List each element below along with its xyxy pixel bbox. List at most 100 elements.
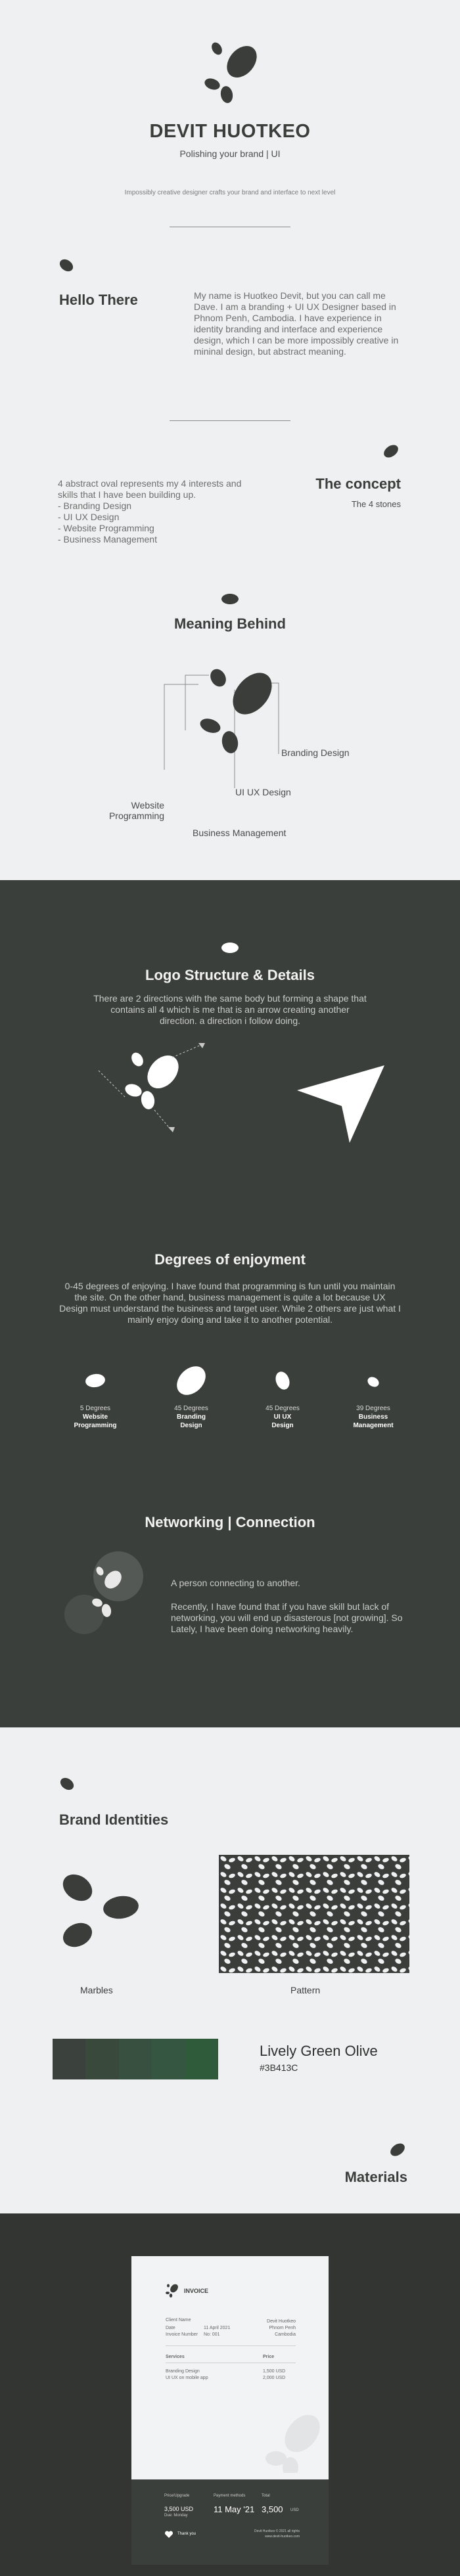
enjoyment-list: 5 Degrees Website Programming 45 Degrees… — [0, 1365, 460, 1437]
service-price: 1,500 USD — [263, 2369, 286, 2374]
label-business: Business Management — [193, 828, 287, 838]
color-name: Lively Green Olive — [260, 2043, 378, 2059]
meaning-diagram — [164, 669, 279, 788]
label-uiux: UI UX Design — [235, 787, 291, 797]
invoice-heading: INVOICE — [184, 2288, 209, 2294]
concept-list: - Branding Design - UI UX Design - Websi… — [58, 500, 255, 545]
stone-business — [367, 1377, 379, 1387]
invoice-footer: Price/Upgrade Payment methods Total 3,50… — [131, 2479, 329, 2565]
enjoyment-body: 0-45 degrees of enjoying. I have found t… — [59, 1281, 401, 1325]
degree-name: Design — [180, 1422, 202, 1429]
brand-title: Brand Identities — [59, 1811, 169, 1828]
networking-p1: A person connecting to another. — [171, 1578, 300, 1588]
color-hex: #3B413C — [260, 2062, 298, 2073]
heart-icon — [164, 2531, 173, 2538]
degree-name: UI UX — [273, 1413, 292, 1421]
services-label: Services — [166, 2355, 185, 2359]
color-swatch — [85, 2039, 119, 2079]
degree-value: 45 Degrees — [174, 1405, 208, 1412]
service-price: 2,000 USD — [263, 2376, 286, 2380]
hero-tagline: Impossibly creative designer crafts your… — [124, 189, 336, 196]
thank-you: Thank you — [177, 2532, 196, 2536]
company-line: Devit Huotkeo — [267, 2319, 296, 2324]
materials-section: INVOICE Client Name Date 11 April 2021 I… — [0, 2213, 460, 2576]
degree-name: Programming — [74, 1422, 117, 1429]
company-line: Cambodia — [275, 2332, 296, 2337]
pattern-label: Pattern — [290, 1985, 321, 1995]
stone-uiux — [275, 1371, 290, 1390]
service-item: UI UX on mobile app — [166, 2376, 208, 2380]
hero-name: DEVIT HUOTKEO — [149, 121, 311, 142]
footer-value: 3,500 USD — [164, 2506, 194, 2512]
degree-item: 45 Degrees UI UX Design — [246, 1404, 319, 1430]
divider — [166, 2345, 296, 2346]
networking-title: Networking | Connection — [145, 1514, 315, 1530]
dark-section: Logo Structure & Details There are 2 dir… — [0, 880, 460, 1727]
degree-name: Branding — [177, 1413, 206, 1421]
logo-structure-title: Logo Structure & Details — [145, 967, 315, 983]
label-website: Website Programming — [108, 800, 164, 821]
list-item: - Website Programming — [58, 523, 154, 533]
label-branding: Branding Design — [281, 747, 350, 758]
invoice-number-label: Invoice Number — [166, 2332, 198, 2337]
divider — [170, 420, 290, 421]
degree-name: Business — [358, 1413, 388, 1421]
concept-intro: 4 abstract oval represents my 4 interest… — [58, 478, 242, 500]
degree-stones — [85, 1366, 379, 1395]
company-line: Phnom Penh — [269, 2326, 296, 2330]
client-label: Client Name — [166, 2318, 191, 2322]
stone-icon — [384, 445, 398, 458]
footer-note: www.devit-huotkeo.com — [265, 2535, 300, 2539]
hero-subtitle: Polishing your brand | UI — [179, 148, 281, 159]
footer-sub: Due: Monday — [164, 2514, 188, 2518]
degree-value: 39 Degrees — [356, 1405, 390, 1412]
concept-title: The concept — [315, 476, 401, 492]
color-swatch — [53, 2039, 86, 2079]
list-item: - Branding Design — [58, 500, 132, 511]
marbles-illustration — [62, 1874, 139, 1947]
marbles-label: Marbles — [80, 1985, 113, 1995]
networking-illustration — [64, 1551, 143, 1634]
degree-value: 5 Degrees — [80, 1405, 111, 1412]
degree-name: Design — [271, 1422, 294, 1429]
degree-item: 45 Degrees Branding Design — [155, 1404, 227, 1430]
logo-stones-icon — [166, 2284, 178, 2298]
meaning-title: Meaning Behind — [174, 615, 286, 632]
color-swatch — [152, 2039, 185, 2079]
total-value: 3,500 — [262, 2504, 283, 2514]
stone-icon — [221, 943, 239, 953]
brand-section: Brand Identities Marbles Pattern Lively … — [0, 1727, 460, 2213]
materials-title: Materials — [344, 2169, 407, 2185]
meaning-section: Meaning Behind Branding Design UI UX Des… — [0, 578, 460, 880]
hello-section: Hello There My name is Huotkeo Devit, bu… — [0, 243, 460, 414]
color-swatch — [185, 2039, 219, 2079]
color-swatches — [53, 2039, 219, 2079]
hello-title: Hello There — [59, 292, 138, 308]
degree-name: Management — [353, 1422, 394, 1429]
list-item: - UI UX Design — [58, 512, 120, 522]
stone-branding — [177, 1366, 206, 1395]
date-value: 11 April 2021 — [204, 2326, 231, 2330]
hello-body: My name is Huotkeo Devit, but you can ca… — [194, 290, 399, 357]
stone-icon — [59, 259, 74, 272]
degree-value: 45 Degrees — [265, 1405, 300, 1412]
degree-item: 5 Degrees Website Programming — [59, 1404, 131, 1430]
stone-website — [85, 1373, 105, 1388]
invoice-number-value: No: 001 — [204, 2332, 220, 2337]
service-item: Branding Design — [166, 2369, 200, 2374]
price-label: Price — [263, 2355, 275, 2359]
hero-section: DEVIT HUOTKEO Polishing your brand | UI … — [0, 0, 460, 217]
concept-section: The concept The 4 stones 4 abstract oval… — [0, 433, 460, 565]
footer-label: Total — [262, 2494, 270, 2498]
list-item: - Business Management — [58, 534, 157, 544]
enjoyment-title: Degrees of enjoyment — [154, 1251, 306, 1268]
invoice-document: INVOICE Client Name Date 11 April 2021 I… — [131, 2256, 329, 2565]
total-unit: USD — [290, 2508, 299, 2512]
footer-note: Devit Huotkeo © 2021 all rights — [254, 2529, 300, 2533]
due-date: 11 May '21 — [214, 2504, 255, 2514]
logo-structure-diagram — [98, 1043, 384, 1143]
footer-label: Payment methods — [214, 2494, 246, 2498]
degree-name: Website — [82, 1413, 108, 1421]
footer-label: Price/Upgrade — [164, 2494, 190, 2498]
date-label: Date — [166, 2326, 175, 2330]
